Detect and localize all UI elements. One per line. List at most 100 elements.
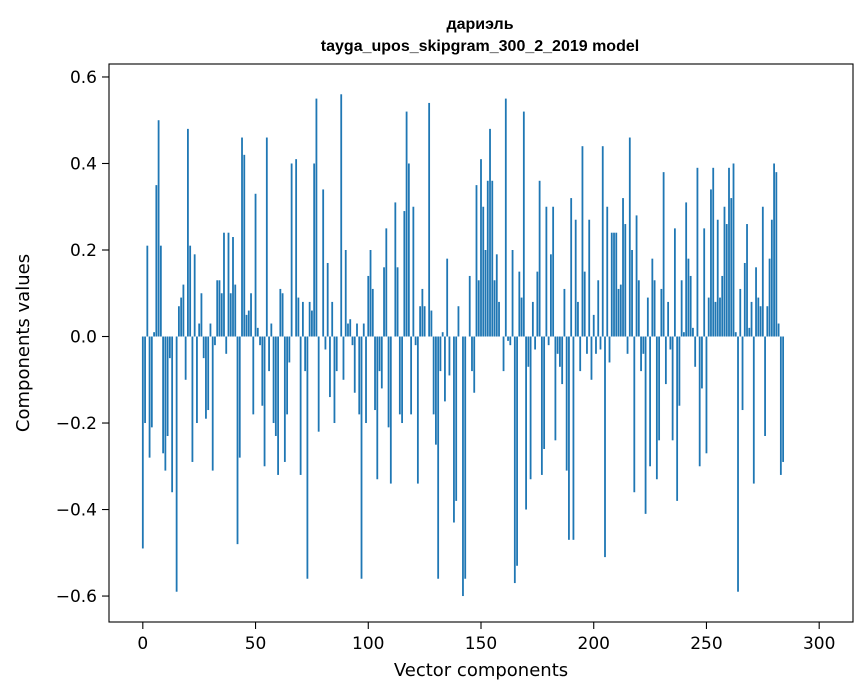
- bar: [737, 336, 739, 592]
- bar: [651, 258, 654, 337]
- bar: [371, 288, 374, 337]
- bar: [473, 336, 476, 393]
- bar: [367, 275, 370, 337]
- bar: [703, 228, 706, 337]
- bar: [193, 254, 196, 337]
- bar: [150, 336, 153, 428]
- bar: [313, 163, 316, 337]
- bar: [687, 258, 690, 337]
- bar: [498, 301, 500, 337]
- bar: [286, 336, 289, 415]
- bar: [394, 202, 397, 337]
- bar: [441, 332, 444, 337]
- bar: [590, 336, 593, 380]
- bar: [243, 154, 246, 337]
- bar: [610, 232, 613, 337]
- bar: [335, 336, 338, 372]
- bar: [502, 336, 505, 372]
- bar: [471, 336, 473, 372]
- bar: [453, 336, 455, 523]
- bar: [283, 336, 286, 462]
- y-tick-label: 0.6: [70, 68, 97, 88]
- bar: [547, 336, 550, 346]
- bar: [398, 336, 401, 415]
- bar: [351, 336, 354, 346]
- bar: [728, 167, 730, 337]
- bar: [660, 288, 663, 337]
- bar: [175, 336, 178, 592]
- bar: [421, 288, 424, 337]
- bar: [531, 301, 534, 337]
- x-tick-label: 0: [137, 634, 148, 654]
- bar: [464, 336, 467, 579]
- bar: [518, 271, 521, 337]
- bar: [653, 280, 656, 337]
- bar: [157, 120, 160, 337]
- bar: [723, 206, 726, 337]
- bar: [622, 198, 624, 337]
- bar: [187, 128, 189, 337]
- y-tick-label: 0.2: [70, 241, 97, 261]
- bar: [256, 327, 259, 337]
- bar: [759, 306, 762, 337]
- bar: [177, 306, 180, 337]
- bars-group: [141, 94, 785, 597]
- bar: [153, 332, 155, 337]
- bar: [577, 301, 579, 337]
- bar: [277, 336, 279, 475]
- bar: [232, 237, 234, 337]
- bar: [556, 336, 559, 354]
- bar: [311, 310, 313, 337]
- bar: [707, 297, 710, 337]
- bar: [746, 224, 748, 337]
- bar: [536, 271, 539, 337]
- bar: [301, 301, 304, 337]
- bar: [511, 250, 514, 337]
- bar: [757, 297, 760, 337]
- bar: [545, 206, 548, 337]
- bar: [619, 284, 622, 337]
- bar: [315, 98, 318, 337]
- bar: [617, 288, 620, 337]
- x-tick-label: 50: [245, 634, 267, 654]
- bar: [761, 206, 764, 337]
- bar: [770, 219, 773, 337]
- bar: [716, 219, 719, 337]
- bar: [333, 336, 336, 424]
- bar: [259, 336, 261, 346]
- bar: [279, 288, 282, 337]
- bar: [773, 163, 775, 337]
- bar: [583, 271, 586, 337]
- bar: [552, 206, 555, 337]
- bar: [489, 128, 491, 337]
- bar: [782, 336, 785, 462]
- bar: [166, 336, 169, 436]
- bar: [719, 297, 721, 337]
- bar: [457, 306, 460, 337]
- bar: [435, 336, 437, 445]
- bar: [568, 336, 570, 540]
- bar: [592, 314, 595, 337]
- bar: [344, 250, 347, 337]
- bar: [554, 336, 557, 441]
- bar: [304, 336, 307, 372]
- bar: [766, 306, 769, 337]
- x-tick-label: 250: [690, 634, 722, 654]
- bar: [520, 297, 523, 337]
- bar: [646, 297, 649, 337]
- bar: [227, 232, 230, 337]
- bar: [412, 206, 415, 337]
- bar: [401, 336, 403, 424]
- y-tick-label: 0.0: [70, 328, 97, 348]
- bar: [574, 219, 577, 337]
- bar: [615, 232, 618, 337]
- bar: [432, 336, 435, 415]
- bar: [701, 336, 703, 389]
- bar: [730, 198, 733, 337]
- bar: [588, 219, 591, 337]
- bar: [689, 275, 692, 337]
- bar: [171, 336, 174, 493]
- bar: [468, 275, 471, 337]
- bar: [507, 336, 509, 341]
